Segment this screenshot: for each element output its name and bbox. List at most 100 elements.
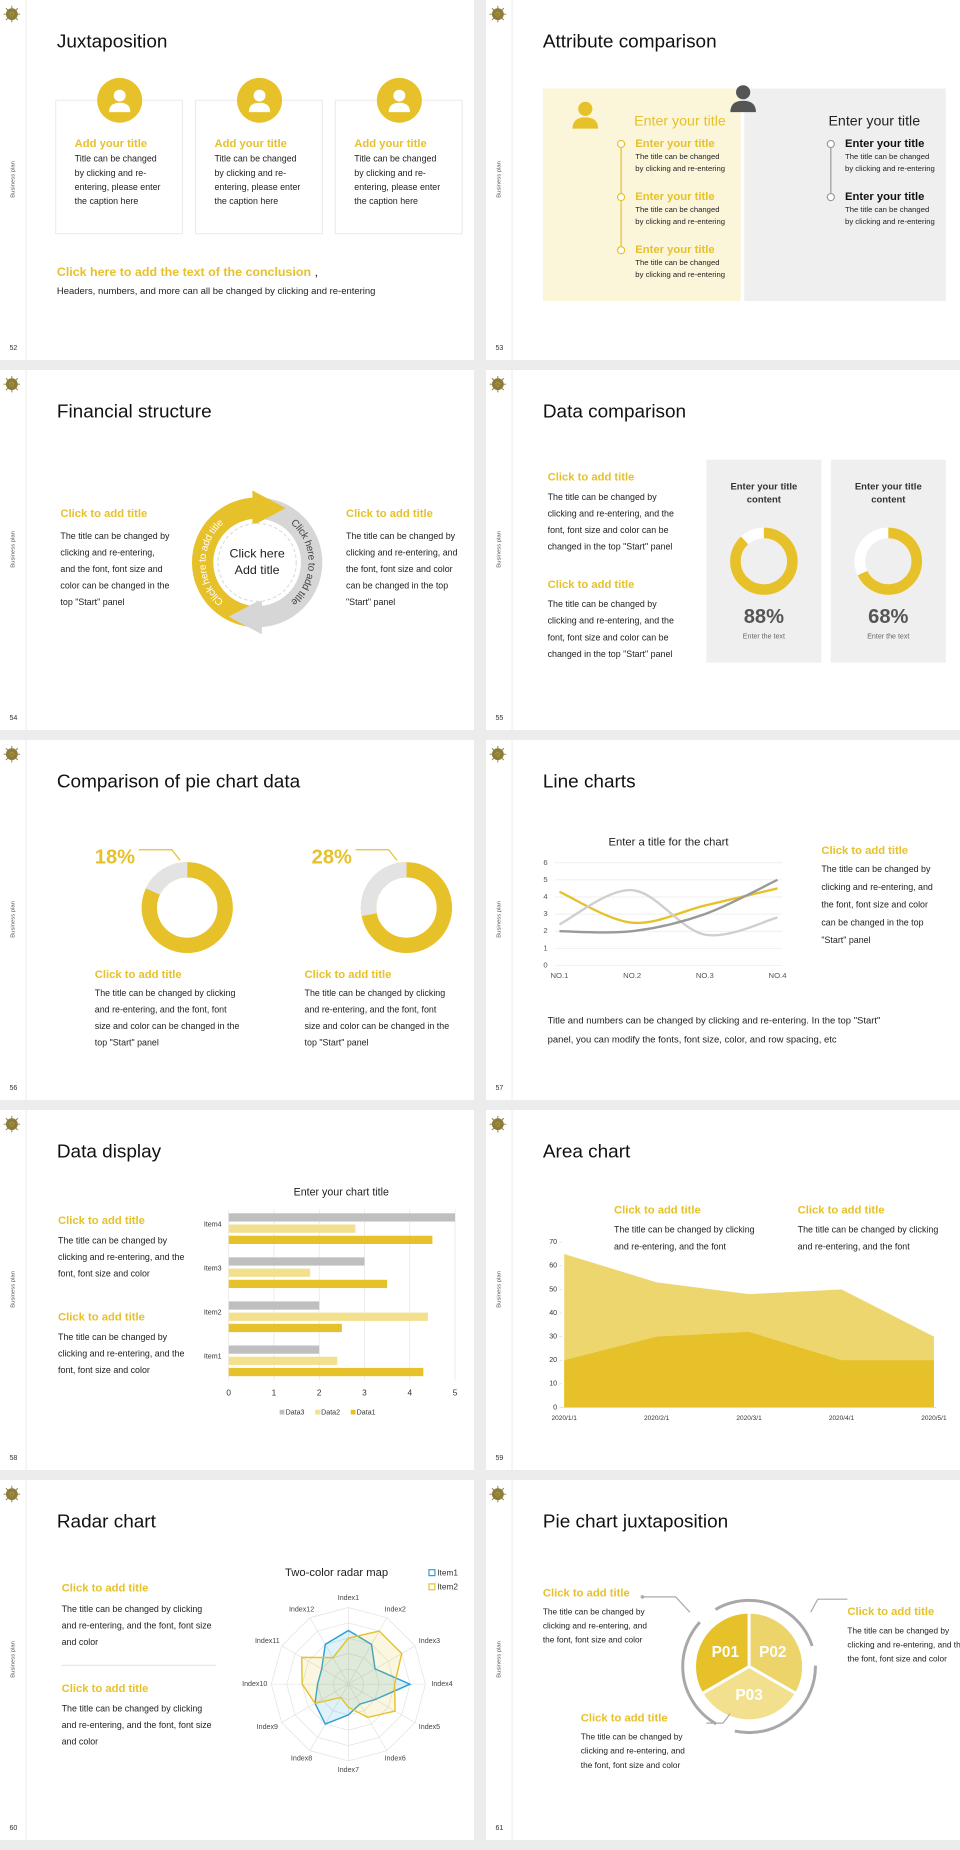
body-text: The title can be changed by clicking [305,988,446,998]
legend-swatch [279,1409,285,1415]
bar [228,1213,456,1222]
block-title: Click to add title [346,508,433,520]
body-text: top "Start" panel [305,1038,369,1048]
bar [228,1235,433,1244]
legend-label: Data2 [321,1409,340,1417]
x-tick-label: 0 [226,1388,231,1397]
body-text: Title can be changed [214,154,296,164]
y-tick-label: 4 [543,892,548,901]
bar [228,1257,365,1266]
body-text: by clicking and re-entering [635,164,725,173]
side-label: Business plan [11,1271,17,1308]
axis-label: Index8 [291,1755,312,1763]
block-title: Click to add title [821,845,908,857]
body-text: clicking and re-entering, and [581,1747,685,1756]
timeline-dot [616,192,626,202]
block-title: Click to add title [305,969,392,981]
body-text: The title can be changed by [548,492,658,502]
slide: Business plan 54 Financial structure Click … [0,370,474,730]
block-title: Click to add title [60,508,147,520]
slide-canvas: Business plan 54 Financial structure Click … [2,370,458,730]
slide-title: Attribute comparison [543,32,717,53]
body-text: the caption here [75,196,139,206]
body-text: entering, please enter [75,182,161,192]
body-text: the font, font size and color [581,1761,681,1770]
x-tick-label: 2020/1/1 [552,1415,578,1422]
x-tick-label: 2020/4/1 [829,1415,855,1422]
body-text: changed in the top "Start" panel [548,649,673,659]
axis-label: Index1 [338,1594,359,1602]
body-text: top "Start" panel [60,597,124,607]
body-text: by clicking and re-entering [845,164,935,173]
slide-title: Line charts [543,772,636,793]
body-text: the font, font size and color [821,900,928,910]
y-tick-label: Item3 [204,1264,222,1272]
panel-heading: content [747,494,782,505]
donut-arc [360,862,453,954]
gauge-arc [854,527,923,595]
item-title: Enter your title [635,191,714,203]
caption: Enter the text [743,633,785,641]
side-label: Business plan [11,1641,17,1678]
y-tick-label: 1 [543,943,547,952]
body-text: "Start" panel [821,935,870,945]
conclusion: Click here to add the text of the conclu… [57,265,311,279]
slide: Business plan 57 Line charts Enter a title … [486,740,960,1100]
y-tick-label: Item1 [204,1353,222,1361]
body-text: by clicking and re- [354,168,426,178]
y-tick-label: 5 [543,875,547,884]
slide-canvas: Business plan 60 Radar chart Click to add t… [2,1480,458,1840]
block-title: Add your title [354,138,426,150]
legend-label: Data3 [286,1409,305,1417]
side-label: Business plan [497,161,503,198]
item-title: Enter your title [845,191,924,203]
panel [744,88,946,301]
legend-swatch [428,1583,436,1591]
body-text: by clicking and re- [214,168,286,178]
bar [228,1301,320,1310]
y-tick-label: 6 [543,858,547,867]
radar-series [300,1630,403,1719]
panel [706,459,822,663]
panel-heading: Enter your title [634,113,726,129]
spoke [348,1645,416,1685]
slide-number: 59 [495,1454,503,1462]
slide: Business plan 58 Data display Click to add … [0,1110,474,1470]
gauge-arc [730,527,798,595]
slide: Business plan 56 Comparison of pie chart d… [0,740,474,1100]
legend-label: Item2 [437,1583,458,1592]
body-text: font, font size and color [58,1268,150,1278]
body-text: entering, please enter [214,182,300,192]
body-text: and re-entering, and the font, font [305,1005,437,1015]
y-tick-label: Item2 [204,1309,222,1317]
segment-label: P02 [759,1644,786,1661]
body-text: The title can be changed by clicking [95,988,236,998]
slide: Business plan 59 Area chart Click to add ti… [486,1110,960,1470]
axis-label: Index4 [431,1680,452,1688]
slide-number: 54 [9,714,17,722]
line-series [558,887,778,925]
slide-number: 53 [495,344,503,352]
cycle-arrow [252,490,286,526]
line-series [558,888,778,937]
body-text: by clicking and re-entering [635,217,725,226]
donut-arc [141,862,233,954]
y-tick-label: 0 [553,1403,557,1411]
body-text: and re-entering, and the font, font size [62,1720,212,1730]
x-tick-label: 2020/2/1 [644,1415,670,1422]
leader-line [706,1713,731,1724]
slide: Business plan 61 Pie chart juxtaposition P0… [486,1480,960,1840]
y-tick-label: 60 [549,1262,557,1270]
side-label: Business plan [497,901,503,938]
body-text: color can be changed in the [60,580,169,590]
slide-canvas: Business plan 53 Attribute comparison Enter… [488,0,946,360]
line-series [559,878,779,934]
slide-number: 56 [9,1084,17,1092]
block-title: Click to add title [614,1204,701,1216]
body-text: by clicking and re- [75,168,147,178]
side-label: Business plan [497,1271,503,1308]
slide-number: 55 [495,714,503,722]
side-label: Business plan [11,531,17,568]
block-title: Click to add title [548,471,635,483]
